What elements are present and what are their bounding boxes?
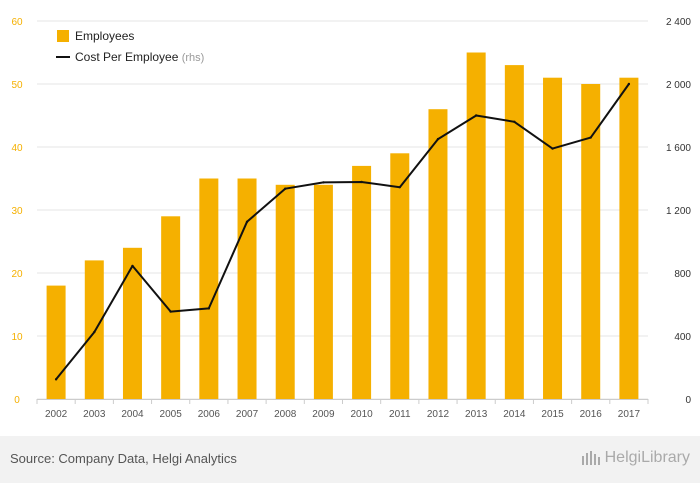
bar xyxy=(543,77,563,399)
x-tick-label: 2013 xyxy=(465,409,488,420)
y-left-tick-label: 20 xyxy=(11,269,23,280)
x-tick-label: 2004 xyxy=(121,409,144,420)
y-right-tick-label: 2 000 xyxy=(666,80,691,91)
library-icon xyxy=(581,451,600,465)
y-right-tick-label: 1 200 xyxy=(666,206,691,217)
bar xyxy=(390,153,410,399)
line-point xyxy=(398,185,401,189)
line-point xyxy=(169,310,172,313)
legend-suffix-rhs: (rhs) xyxy=(182,52,205,64)
x-tick-label: 2017 xyxy=(618,409,641,420)
y-right-tick-label: 400 xyxy=(674,332,691,343)
x-tick-label: 2009 xyxy=(312,409,335,420)
x-tick-label: 2003 xyxy=(83,409,106,420)
bar xyxy=(199,178,219,399)
line-point xyxy=(627,82,631,86)
line-point xyxy=(360,180,363,184)
line-point xyxy=(474,114,478,117)
footer: Source: Company Data, Helgi Analytics He… xyxy=(0,436,700,483)
line-point xyxy=(589,136,592,139)
x-tick-label: 2016 xyxy=(580,409,603,420)
x-tick-label: 2007 xyxy=(236,409,259,420)
y-left-tick-label: 50 xyxy=(11,80,23,91)
legend-label-employees: Employees xyxy=(75,29,134,43)
line-point xyxy=(207,307,211,310)
legend: Employees Cost Per Employee (rhs) xyxy=(56,29,204,64)
bar xyxy=(428,109,448,399)
bar xyxy=(313,184,333,399)
line-point xyxy=(93,330,96,334)
legend-swatch-employees xyxy=(57,30,69,42)
chart: 0 10 20 30 40 50 60 0 400 800 1 200 1 600 2 000 2 400… xyxy=(11,17,691,420)
y-left-tick-label: 10 xyxy=(11,332,23,343)
x-tick-label: 2015 xyxy=(541,409,564,420)
bar xyxy=(237,178,257,399)
bar xyxy=(504,65,524,399)
y-right-tick-label: 1 600 xyxy=(666,143,691,154)
x-tick-label: 2006 xyxy=(198,409,221,420)
bar xyxy=(619,77,639,399)
bar-series-employees xyxy=(46,52,639,399)
bar xyxy=(84,260,104,399)
line-point xyxy=(284,187,287,190)
x-tick-label: 2014 xyxy=(503,409,526,420)
brand-name: HelgiLibrary xyxy=(604,449,690,466)
brand-logo[interactable]: HelgiLibrary xyxy=(581,449,690,467)
x-tick-label: 2012 xyxy=(427,409,450,420)
bar xyxy=(581,84,601,399)
line-point xyxy=(322,181,325,184)
bar xyxy=(46,285,66,399)
x-tick-label: 2010 xyxy=(350,409,373,420)
y-right-tick-label: 800 xyxy=(674,269,691,280)
line-path xyxy=(55,83,630,380)
bar xyxy=(275,184,295,399)
bar xyxy=(352,165,372,399)
line-point xyxy=(551,147,554,150)
bar xyxy=(466,52,486,399)
y-left-tick-label: 30 xyxy=(11,206,23,217)
line-point xyxy=(436,137,440,141)
axes: 0 10 20 30 40 50 60 0 400 800 1 200 1 600 2 000 2 400… xyxy=(11,17,691,420)
y-left-tick-label: 0 xyxy=(14,395,20,406)
line-point xyxy=(54,378,58,381)
bar xyxy=(161,216,181,399)
legend-label-cost-per-employee: Cost Per Employee (rhs) xyxy=(75,50,204,64)
x-tick-label: 2008 xyxy=(274,409,297,420)
x-tick-label: 2011 xyxy=(389,409,411,420)
line-point xyxy=(513,120,516,124)
y-left-tick-label: 60 xyxy=(11,17,23,28)
line-point xyxy=(131,264,134,268)
bar xyxy=(122,247,142,399)
y-right-tick-label: 0 xyxy=(685,395,691,406)
x-tick-label: 2005 xyxy=(160,409,183,420)
line-point xyxy=(245,220,249,224)
y-left-tick-label: 40 xyxy=(11,143,23,154)
y-right-tick-label: 2 400 xyxy=(666,17,691,28)
source-note: Source: Company Data, Helgi Analytics xyxy=(10,451,237,466)
line-series-cost-per-employee xyxy=(54,82,631,381)
x-tick-label: 2002 xyxy=(45,409,68,420)
